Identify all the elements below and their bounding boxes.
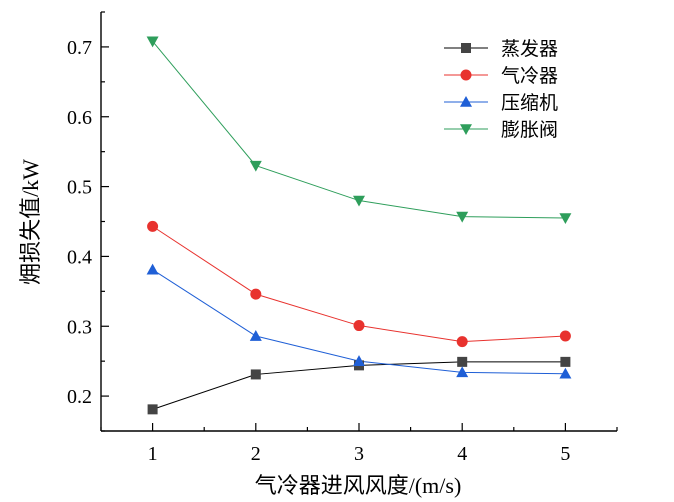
x-axis-title: 气冷器进风风度/(m/s) — [255, 473, 462, 498]
legend-label: 蒸发器 — [501, 38, 558, 60]
legend-marker — [461, 43, 471, 53]
x-tick-label: 3 — [354, 443, 364, 465]
x-tick-label: 2 — [251, 443, 261, 465]
x-tick-label: 5 — [560, 443, 570, 465]
data-point — [146, 263, 159, 275]
data-point — [457, 356, 468, 367]
data-point — [249, 160, 262, 172]
y-axis-title: 㶲损失值/kW — [18, 159, 43, 285]
data-point — [560, 356, 571, 367]
tick-labels: 1 2 3 4 5 0.2 0.3 0.4 0.5 0.6 0.7 — [67, 37, 570, 465]
data-point — [559, 330, 571, 342]
legend-marker — [460, 96, 472, 107]
x-tick-label: 1 — [148, 443, 158, 465]
data-point — [146, 36, 159, 48]
series-markers — [146, 36, 572, 415]
data-point — [456, 366, 469, 378]
data-point — [559, 367, 572, 379]
data-point — [249, 330, 262, 341]
x-tick-label: 4 — [457, 443, 467, 465]
y-tick-label: 0.4 — [67, 246, 92, 268]
data-point — [456, 336, 468, 348]
data-point — [147, 404, 158, 415]
data-point — [559, 213, 572, 225]
data-point — [250, 288, 262, 300]
data-point — [353, 355, 365, 366]
data-point — [353, 195, 365, 207]
data-point — [250, 369, 261, 380]
legend-label: 气冷器 — [501, 65, 558, 87]
y-tick-label: 0.6 — [67, 107, 92, 129]
data-point — [353, 320, 365, 332]
y-tick-label: 0.7 — [67, 37, 92, 59]
y-tick-label: 0.2 — [67, 386, 92, 408]
y-tick-label: 0.3 — [67, 316, 92, 338]
legend-label: 压缩机 — [501, 92, 558, 114]
y-tick-label: 0.5 — [67, 177, 92, 199]
data-point — [456, 211, 469, 223]
legend-marker — [460, 124, 472, 135]
data-point — [147, 220, 159, 232]
legend-marker — [460, 69, 472, 81]
axis-ticks — [100, 11, 618, 432]
legend-label: 膨胀阀 — [501, 119, 558, 141]
